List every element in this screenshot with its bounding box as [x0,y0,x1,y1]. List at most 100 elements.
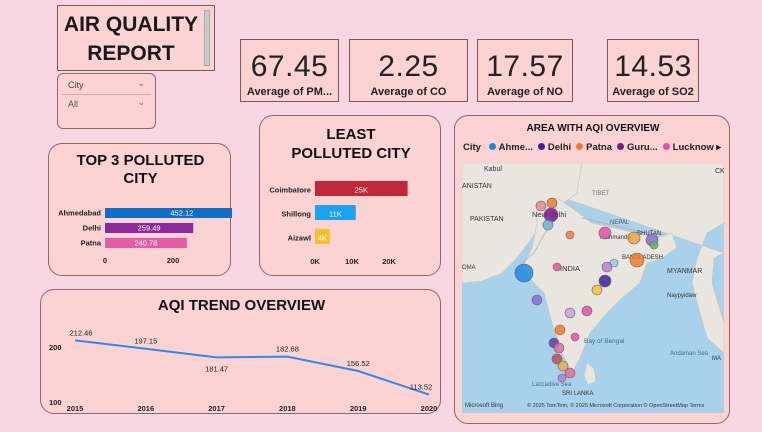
map-legend-title: City [463,142,481,153]
city-bubble[interactable] [542,219,554,231]
bar[interactable] [315,229,330,244]
city-bubble[interactable] [546,197,558,209]
map-label: MA [712,356,721,362]
map-attribution[interactable]: © 2025 TomTom, © 2025 Microsoft Corporat… [527,403,705,409]
kpi-label: Average of PM... [246,86,333,98]
city-bubble[interactable] [551,353,563,365]
category-label: Patna [81,239,102,248]
kpi-value: 67.45 [250,50,329,83]
city-bubble[interactable] [557,360,569,372]
data-label: 452.12 [170,209,193,218]
city-bubble[interactable] [565,230,575,240]
legend-more-icon[interactable]: ▸ [716,142,721,153]
legend-item[interactable]: Ahme... [488,142,533,153]
kpi-value: 2.25 [378,50,439,83]
legend-dot-icon [576,143,584,150]
city-bubble[interactable] [552,262,562,272]
city-bubble[interactable] [601,261,613,273]
bing-logo: Microsoft Bing [465,403,504,409]
trend-line[interactable] [74,339,430,396]
report-title-line2: REPORT [87,42,175,65]
map-label: ANISTAN [462,183,492,190]
category-label: Shillong [281,209,311,218]
map-legend-items: Ahme... Delhi Patna Guru... Lucknow [484,142,714,153]
city-bubble[interactable] [535,200,547,212]
least-chart-title: LEAST POLLUTED CITY [260,125,442,163]
legend-dot-icon [617,143,625,150]
slicer-value[interactable]: All [68,99,79,109]
map-border [581,217,663,236]
map-label: PAKISTAN [470,216,504,223]
category-label: Aizawl [288,233,311,242]
category-label: Delhi [83,224,101,233]
report-title-line1: AIR QUALITY [63,13,199,36]
kpi-value: 17.57 [486,50,564,83]
city-bubble[interactable] [514,263,534,283]
data-label: 182.68 [276,345,299,354]
bar[interactable] [105,208,232,218]
chevron-down-icon[interactable]: ⌄ [137,97,145,107]
map-land-srilanka [583,362,597,386]
map-label: MYANMAR [667,268,702,275]
city-bubble[interactable] [543,207,559,223]
map-land-north [462,163,724,354]
kpi-card-co[interactable]: 2.25 Average of CO [349,39,468,102]
kpi-value: 14.53 [614,50,692,83]
least-bar-chart: Coimbatore 25K Shillong 11K Aizawl 4K 0K 10K 20K [269,181,408,266]
least-title-line2: POLLUTED CITY [291,145,411,162]
city-slicer[interactable]: City ⌄ All ⌄ [57,73,156,129]
city-bubble[interactable] [570,332,580,342]
city-bubble[interactable] [554,324,566,336]
data-label: 113.52 [410,383,432,392]
legend-item[interactable]: Delhi [537,142,571,153]
city-bubble[interactable] [553,342,565,354]
city-bubble[interactable] [598,226,612,240]
legend-item[interactable]: Patna [576,142,612,153]
data-label: 197.15 [134,337,157,346]
data-label: 11K [329,209,342,218]
city-bubble[interactable] [627,231,641,245]
city-bubble[interactable] [629,252,645,268]
trend-chart-title: AQI TREND OVERVIEW [157,297,326,314]
x-tick-label: 2018 [279,404,296,413]
city-bubble[interactable] [581,305,593,317]
city-bubble[interactable] [557,373,567,383]
city-bubble[interactable] [591,284,603,296]
legend-label: Ahme... [498,142,533,153]
data-label: 156.52 [347,359,370,368]
kpi-card-so2[interactable]: 14.53 Average of SO2 [607,39,699,102]
slicer-label: City [68,80,84,90]
chevron-down-icon[interactable]: ⌄ [137,78,145,88]
least-polluted-card: LEAST POLLUTED CITY Coimbatore 25K Shillon… [259,115,441,276]
x-tick-label: 2019 [350,404,367,413]
legend-label: Patna [586,142,613,153]
city-bubble[interactable] [564,367,576,379]
bar[interactable] [105,223,194,233]
y-tick-label: 100 [49,398,62,407]
bar[interactable] [315,181,408,196]
tick-label: 20K [382,257,396,266]
legend-dot-icon [537,143,545,150]
legend-item[interactable]: Lucknow [662,142,714,153]
map-label: SRI LANKA [562,391,593,397]
city-bubble[interactable] [649,240,659,250]
legend-dot-icon [488,143,496,150]
tick-label: 0 [103,256,107,265]
kpi-card-pm[interactable]: 67.45 Average of PM... [240,39,339,102]
bar[interactable] [315,205,356,220]
city-bubble[interactable] [564,307,576,319]
legend-item[interactable]: Guru... [617,142,658,153]
category-label: Coimbatore [269,185,311,194]
tick-label: 200 [167,256,180,265]
map-label: BHUTAN [637,231,661,237]
map-label: Andaman Sea [670,351,709,357]
title-scrollbar[interactable] [204,10,210,66]
bar[interactable] [105,238,187,248]
city-bubble[interactable] [598,274,612,288]
kpi-card-no[interactable]: 17.57 Average of NO [477,39,573,102]
top3-title-line2: CITY [123,170,158,187]
city-bubble[interactable] [531,294,543,306]
kpi-label: Average of SO2 [612,86,694,98]
aqi-trend-card: AQI TREND OVERVIEW 100 200 212.46 2015 197.1… [40,289,441,414]
